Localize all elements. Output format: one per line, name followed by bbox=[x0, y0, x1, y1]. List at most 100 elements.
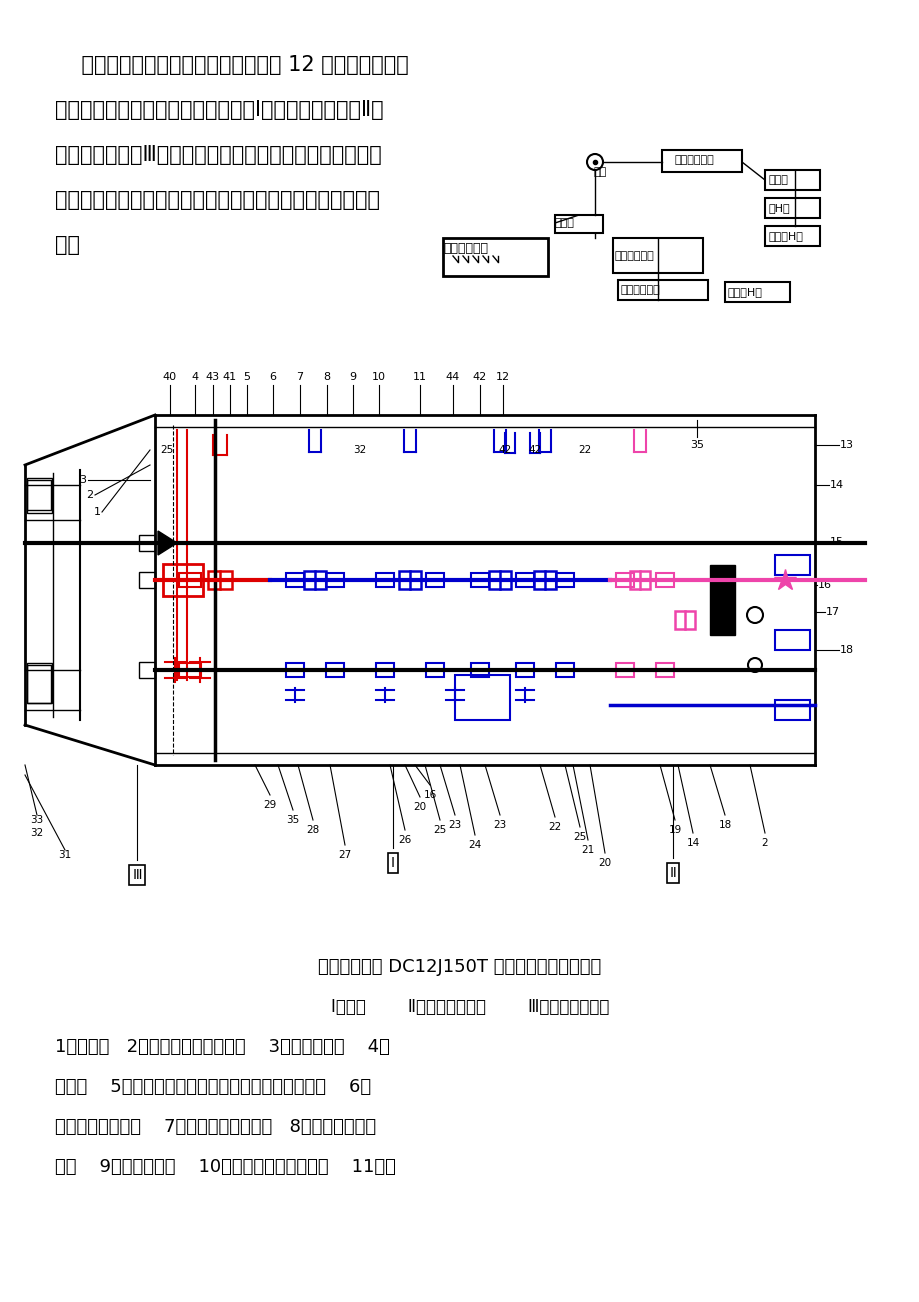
Text: Ⅱ: Ⅱ bbox=[669, 866, 675, 880]
Bar bbox=[471, 663, 489, 677]
Text: Ⅰ: Ⅰ bbox=[391, 855, 394, 870]
Bar bbox=[163, 564, 203, 596]
Text: 43: 43 bbox=[206, 372, 220, 381]
Text: 25: 25 bbox=[160, 445, 174, 454]
Text: 27: 27 bbox=[338, 850, 351, 861]
Bar bbox=[286, 663, 303, 677]
Polygon shape bbox=[158, 531, 176, 555]
Bar bbox=[27, 663, 52, 703]
Bar bbox=[612, 238, 702, 273]
Text: 封。: 封。 bbox=[55, 234, 80, 255]
Text: 箱和主箱在一起，其结合面应涂平面密封胶以保证壳体的密: 箱和主箱在一起，其结合面应涂平面密封胶以保证壳体的密 bbox=[55, 190, 380, 210]
Bar bbox=[774, 630, 809, 650]
Text: 42: 42 bbox=[472, 372, 486, 381]
Bar bbox=[303, 572, 325, 589]
Text: 18: 18 bbox=[839, 644, 853, 655]
Bar bbox=[325, 573, 344, 587]
Text: 16: 16 bbox=[423, 790, 437, 799]
Text: 4: 4 bbox=[191, 372, 199, 381]
Bar bbox=[774, 700, 809, 720]
Text: 13: 13 bbox=[839, 440, 853, 450]
Bar bbox=[208, 572, 232, 589]
Text: 21: 21 bbox=[581, 845, 594, 855]
Bar bbox=[655, 573, 674, 587]
Text: 离合器助力器: 离合器助力器 bbox=[675, 155, 714, 165]
Text: 8: 8 bbox=[323, 372, 330, 381]
Bar bbox=[533, 572, 555, 589]
Bar bbox=[27, 478, 52, 513]
Text: 11: 11 bbox=[413, 372, 426, 381]
Bar bbox=[27, 665, 51, 703]
Bar bbox=[516, 573, 533, 587]
Bar bbox=[455, 674, 509, 720]
Bar bbox=[139, 572, 154, 589]
Text: 10: 10 bbox=[371, 372, 386, 381]
Text: 26: 26 bbox=[398, 835, 411, 845]
Bar bbox=[709, 565, 734, 635]
Text: Ⅲ: Ⅲ bbox=[132, 868, 142, 881]
Bar bbox=[425, 573, 444, 587]
Text: 25: 25 bbox=[433, 825, 446, 835]
Text: 42: 42 bbox=[498, 445, 511, 454]
Bar bbox=[139, 661, 154, 678]
Text: 齿轮    9－倒挡接合套    10－第二轴常啮倒挡齿轮    11－后: 齿轮 9－倒挡接合套 10－第二轴常啮倒挡齿轮 11－后 bbox=[55, 1157, 395, 1176]
Bar bbox=[774, 555, 809, 575]
Bar bbox=[286, 573, 303, 587]
Text: 9: 9 bbox=[349, 372, 357, 381]
Text: 气控单H阀: 气控单H阀 bbox=[768, 230, 803, 241]
Text: 22: 22 bbox=[578, 445, 591, 454]
Bar bbox=[724, 283, 789, 302]
Bar bbox=[555, 573, 573, 587]
Bar bbox=[376, 663, 393, 677]
Bar bbox=[516, 663, 533, 677]
Text: 23: 23 bbox=[493, 820, 506, 829]
Text: 29: 29 bbox=[263, 799, 277, 810]
Text: Ⅰ－主箱        Ⅱ－分段式后副箱        Ⅲ－插入式前副箱: Ⅰ－主箱 Ⅱ－分段式后副箱 Ⅲ－插入式前副箱 bbox=[310, 999, 609, 1016]
Bar bbox=[443, 238, 548, 276]
Text: 35: 35 bbox=[286, 815, 300, 825]
Bar bbox=[765, 227, 819, 246]
Text: 2: 2 bbox=[86, 490, 94, 500]
Text: 33: 33 bbox=[30, 815, 43, 825]
Text: 35: 35 bbox=[689, 440, 703, 450]
Text: 16: 16 bbox=[817, 579, 831, 590]
Text: 17: 17 bbox=[825, 607, 839, 617]
Text: 2: 2 bbox=[761, 838, 767, 848]
Text: 23: 23 bbox=[448, 820, 461, 829]
Text: 6: 6 bbox=[269, 372, 277, 381]
Text: 20: 20 bbox=[413, 802, 426, 812]
Bar bbox=[325, 663, 344, 677]
Text: 双H阀: 双H阀 bbox=[768, 203, 789, 214]
Text: 31: 31 bbox=[58, 850, 72, 861]
Bar bbox=[376, 573, 393, 587]
Bar bbox=[616, 573, 633, 587]
Text: 44: 44 bbox=[446, 372, 460, 381]
Text: 电磁阀: 电磁阀 bbox=[554, 217, 574, 228]
Text: 14: 14 bbox=[686, 838, 698, 848]
Text: 手柄球开关阀: 手柄球开关阀 bbox=[620, 285, 660, 296]
Text: 18: 18 bbox=[718, 820, 731, 829]
Text: 41: 41 bbox=[222, 372, 237, 381]
Bar bbox=[662, 150, 742, 172]
Bar bbox=[489, 572, 510, 589]
Text: 15: 15 bbox=[829, 536, 843, 547]
Bar bbox=[630, 572, 650, 589]
Bar bbox=[554, 215, 602, 233]
Text: 32: 32 bbox=[353, 445, 367, 454]
Bar bbox=[425, 663, 444, 677]
Text: 28: 28 bbox=[306, 825, 319, 835]
Bar bbox=[675, 611, 694, 629]
Text: 减压阀: 减压阀 bbox=[768, 174, 788, 185]
Text: 42: 42 bbox=[528, 445, 541, 454]
Bar bbox=[616, 663, 633, 677]
Text: 二轴常啮五挡齿轮    7－二轴常啮二挡齿轮   8－二轴常啮一挡: 二轴常啮五挡齿轮 7－二轴常啮二挡齿轮 8－二轴常啮一挡 bbox=[55, 1118, 376, 1137]
Text: （图一）气控 DC12J150T 变速器传动机构示意图: （图一）气控 DC12J150T 变速器传动机构示意图 bbox=[318, 958, 601, 976]
Text: 12: 12 bbox=[495, 372, 509, 381]
Bar bbox=[765, 198, 819, 217]
Text: 倒挡。变速器由三部分组成：主箱－Ⅰ、分段式后副箱－Ⅱ、: 倒挡。变速器由三部分组成：主箱－Ⅰ、分段式后副箱－Ⅱ、 bbox=[55, 100, 383, 120]
Text: 22: 22 bbox=[548, 822, 561, 832]
Text: 气源: 气源 bbox=[593, 167, 606, 177]
Text: 1: 1 bbox=[94, 506, 100, 517]
Text: 5: 5 bbox=[244, 372, 250, 381]
Text: 24: 24 bbox=[468, 840, 482, 850]
